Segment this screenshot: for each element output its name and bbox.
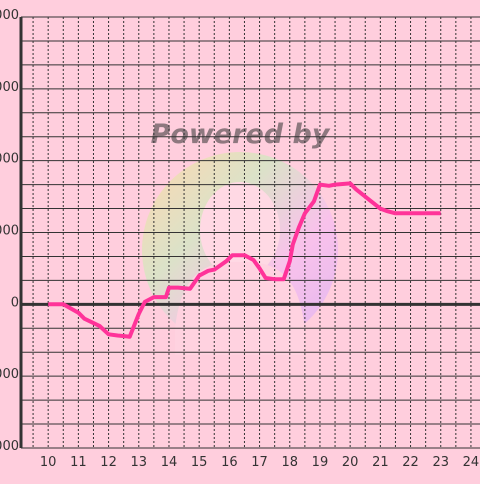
- x-tick-label: 18: [281, 455, 298, 470]
- x-tick-label: 19: [312, 455, 329, 470]
- y-tick-label: 3,000: [0, 224, 19, 239]
- x-tick-label: 20: [342, 455, 359, 470]
- x-tick-label: 16: [221, 455, 238, 470]
- x-tick-label: 14: [161, 455, 178, 470]
- watermark-text: Powered by: [151, 119, 331, 150]
- y-tick-label: 12,000: [0, 8, 19, 23]
- x-tick-label: 21: [372, 455, 389, 470]
- y-tick-label: 6,000: [0, 152, 19, 167]
- y-tick-label: 0: [11, 295, 19, 310]
- x-tick-label: 11: [70, 455, 87, 470]
- y-tick-label: 9,000: [0, 80, 19, 95]
- x-tick-label: 17: [251, 455, 268, 470]
- series-group: [48, 181, 441, 339]
- series-line: [48, 181, 441, 339]
- x-tick-label: 24: [463, 455, 480, 470]
- y-tick-label: -3,000: [0, 367, 19, 382]
- y-axis-tick-labels: 12,000 9,000 6,000 3,000 0 -3,000 -6,000: [0, 8, 19, 454]
- x-tick-label: 10: [40, 455, 57, 470]
- x-tick-label: 22: [402, 455, 419, 470]
- x-tick-label: 23: [432, 455, 449, 470]
- grid: [21, 16, 480, 449]
- watermark-figure-body: [175, 261, 305, 355]
- y-tick-label: -6,000: [0, 439, 19, 454]
- x-tick-label: 12: [100, 455, 117, 470]
- axes: [19, 17, 480, 448]
- watermark-logo: Powered by: [142, 119, 338, 355]
- x-tick-label: 13: [130, 455, 147, 470]
- x-axis-tick-labels: 10 11 12 13 14 15 16 17 18 19 20 21 22 23 24: [40, 455, 479, 470]
- x-tick-label: 15: [191, 455, 208, 470]
